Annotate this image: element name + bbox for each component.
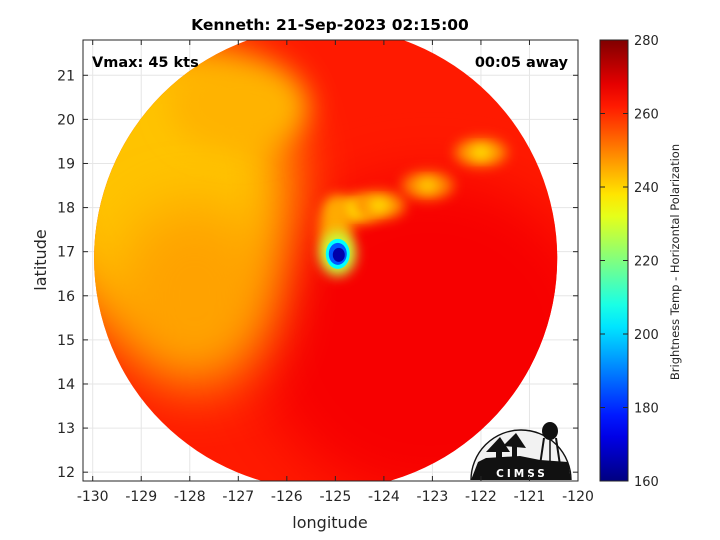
- y-tick-label: 16: [57, 289, 75, 305]
- x-tick-label: -120: [562, 489, 594, 505]
- y-tick-label: 21: [57, 68, 75, 84]
- x-axis-label: longitude: [292, 513, 367, 532]
- plot-frame: [82, 39, 579, 482]
- convective-cell: [401, 171, 454, 200]
- y-tick-label: 20: [57, 112, 75, 128]
- y-tick-label: 18: [57, 201, 75, 217]
- y-tick-label: 13: [57, 421, 75, 437]
- microwave-swath: [94, 40, 558, 481]
- colorbar-tick-label: 220: [634, 255, 659, 270]
- x-tick-label: -129: [125, 489, 157, 505]
- colorbar-tick-label: 180: [634, 402, 659, 417]
- dry-air-region: [113, 203, 276, 389]
- cimss-logo: CIMSS: [470, 422, 572, 481]
- time-away-annotation: 00:05 away: [475, 55, 569, 71]
- dry-air-region: [168, 59, 308, 153]
- colorbar: 160 180 200 220 240 260 280 Brightness Temp - …: [599, 34, 682, 490]
- y-tick-label: 17: [57, 245, 75, 261]
- vmax-annotation: Vmax: 45 kts: [92, 55, 199, 71]
- y-tick-label: 15: [57, 333, 75, 349]
- x-tick-label: -126: [271, 489, 303, 505]
- colorbar-tick-label: 240: [634, 181, 659, 196]
- plot-area: CIMSS -130 -129 -128 -127 -126 -125 -124 -123 -1…: [57, 39, 594, 505]
- y-axis-label: latitude: [31, 229, 50, 290]
- x-tick-label: -123: [417, 489, 449, 505]
- x-tick-label: -121: [514, 489, 546, 505]
- colorbar-tick-label: 160: [634, 475, 659, 490]
- x-tick-label: -125: [319, 489, 351, 505]
- x-tick-label: -128: [174, 489, 206, 505]
- chart-title: Kenneth: 21-Sep-2023 02:15:00: [191, 16, 469, 34]
- colorbar-label: Brightness Temp - Horizontal Polarizatio…: [668, 144, 682, 380]
- colorbar-tick-label: 200: [634, 328, 659, 343]
- convective-cell: [454, 138, 507, 167]
- x-tick-label: -130: [77, 489, 109, 505]
- x-tick-label: -122: [465, 489, 497, 505]
- x-tick-label: -127: [222, 489, 254, 505]
- y-tick-label: 14: [57, 377, 75, 393]
- y-axis-ticks: 12 13 14 15 16 17 18 19 20 21: [57, 68, 578, 481]
- colorbar-tick-label: 280: [634, 34, 659, 49]
- logo-text: CIMSS: [496, 468, 548, 480]
- y-tick-label: 12: [57, 465, 75, 481]
- x-tick-label: -124: [368, 489, 400, 505]
- x-axis-ticks: -130 -129 -128 -127 -126 -125 -124 -123 -122 -121…: [77, 40, 594, 505]
- convective-cell: [353, 191, 406, 220]
- eyewall-core: [319, 231, 356, 276]
- colorbar-tick-label: 260: [634, 108, 659, 123]
- y-tick-label: 19: [57, 156, 75, 172]
- colorbar-ticks: 160 180 200 220 240 260 280: [600, 34, 659, 490]
